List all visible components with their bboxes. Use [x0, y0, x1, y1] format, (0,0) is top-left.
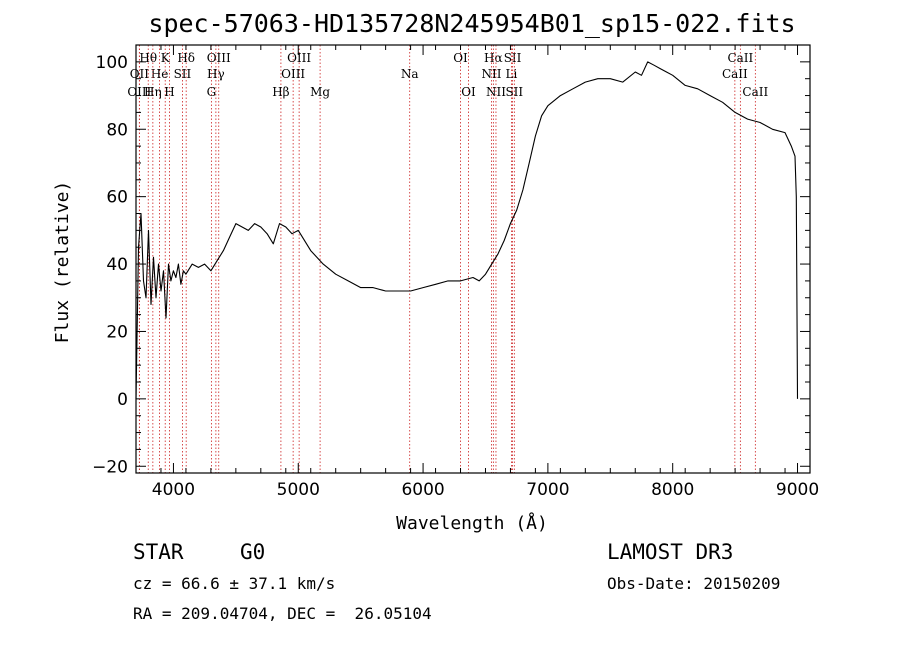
x-axis-label: Wavelength (Å) [396, 512, 548, 534]
spectral-line-label: OIII [127, 85, 151, 99]
y-tick-label: −20 [92, 457, 128, 477]
spectral-line-label: NII [486, 85, 506, 99]
spectral-line-label: Na [401, 67, 419, 81]
spectral-line-label: Hδ [177, 51, 195, 65]
spectral-line-label: OI [461, 85, 476, 99]
spectral-line-label: SII [174, 67, 192, 81]
y-tick-label: 60 [106, 188, 128, 208]
y-tick-label: 80 [106, 120, 128, 140]
series-layer [135, 61, 799, 399]
spectral-line-label: OIII [287, 51, 311, 65]
object-subclass: G0 [240, 540, 266, 564]
spectral-line-label: Hη [144, 85, 162, 99]
spectral-line-label: OI [453, 51, 468, 65]
spectral-line-label: Mg [310, 85, 330, 99]
chart-title: spec-57063-HD135728N245954B01_sp15-022.f… [148, 9, 795, 38]
spectral-line-label: G [207, 85, 217, 99]
x-tick-label: 8000 [651, 480, 694, 500]
spectral-line-label: Li [506, 67, 518, 81]
flux-series-line [135, 61, 799, 399]
x-tick-label: 7000 [526, 480, 569, 500]
spectral-line-label: He [151, 67, 169, 81]
x-tick-label: 5000 [277, 480, 320, 500]
survey-name: LAMOST DR3 [607, 540, 734, 564]
x-tick-label: 4000 [152, 480, 195, 500]
spectral-line-label: Hα [484, 51, 503, 65]
x-tick-label: 6000 [401, 480, 444, 500]
spectral-line-label: CaII [727, 51, 753, 65]
spectral-line-label: OIII [281, 67, 305, 81]
y-tick-label: 20 [106, 322, 128, 342]
spectral-line-label: Hβ [272, 85, 289, 99]
ticks-layer: 4000 5000 6000 7000 8000 9000 −20 0 20 40 60 80 100 [92, 45, 819, 500]
spectral-line-label: K [161, 51, 171, 65]
spectral-line-label: H [164, 85, 174, 99]
spectral-line-label: NII [481, 67, 501, 81]
spectral-line-label: CaII [722, 67, 748, 81]
y-axis-label: Flux (relative) [52, 181, 73, 344]
spectral-line-label: Hθ [139, 51, 157, 65]
spectral-line-label: SII [505, 85, 523, 99]
spectral-line-label: CaII [742, 85, 768, 99]
spectral-line-label: OIII [207, 51, 231, 65]
coordinates-text: RA = 209.04704, DEC = 26.05104 [133, 604, 432, 623]
y-tick-label: 0 [117, 390, 128, 410]
observation-date: Obs-Date: 20150209 [607, 574, 781, 593]
y-tick-label: 40 [106, 255, 128, 275]
object-class: STAR [133, 540, 184, 564]
redshift-text: cz = 66.6 ± 37.1 km/s [133, 574, 336, 593]
y-tick-label: 100 [96, 53, 128, 73]
spectral-line-label: SII [504, 51, 522, 65]
x-tick-label: 9000 [776, 480, 819, 500]
spectral-line-label: Hγ [207, 67, 225, 81]
plot-frame [135, 44, 811, 474]
